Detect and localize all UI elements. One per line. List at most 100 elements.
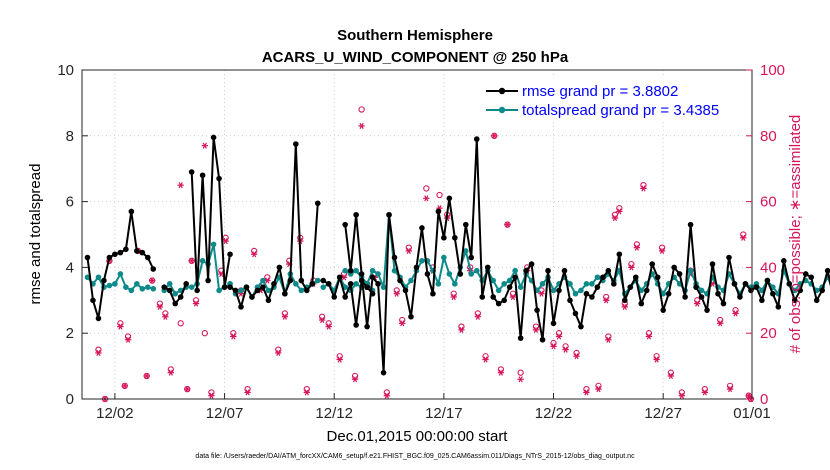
rmse-point bbox=[517, 335, 524, 341]
spread-point bbox=[473, 267, 480, 274]
obs-assimilated-marker bbox=[716, 320, 724, 327]
obs-assimilated-marker bbox=[555, 333, 563, 340]
rmse-line-segment bbox=[322, 276, 374, 326]
rmse-point bbox=[660, 307, 666, 313]
obs-assimilated-marker bbox=[595, 386, 602, 393]
spread-point bbox=[144, 284, 151, 290]
rmse-point bbox=[539, 336, 546, 343]
rmse-point bbox=[528, 261, 535, 267]
rmse-point bbox=[271, 281, 277, 287]
rmse-point bbox=[523, 267, 529, 274]
rmse-point bbox=[786, 281, 793, 287]
y-tick-label-left: 10 bbox=[57, 62, 74, 79]
rmse-series bbox=[84, 134, 830, 376]
spread-point bbox=[298, 287, 305, 294]
spread-point bbox=[506, 277, 513, 284]
rmse-point bbox=[753, 284, 760, 290]
rmse-point bbox=[238, 304, 244, 310]
obs-assimilated-marker bbox=[124, 336, 132, 343]
legend-box bbox=[480, 76, 742, 120]
spread-point bbox=[567, 281, 573, 287]
chart-title: Southern Hemisphere bbox=[337, 27, 493, 44]
rmse-point bbox=[545, 267, 551, 274]
spread-point bbox=[320, 284, 327, 290]
obs-assimilated-marker bbox=[383, 392, 391, 399]
obs-assimilated-marker bbox=[550, 343, 557, 350]
obs-assimilated-marker bbox=[491, 132, 498, 139]
spread-point bbox=[238, 287, 244, 294]
rmse-point bbox=[364, 323, 370, 330]
rmse-point bbox=[775, 304, 782, 310]
obs-assimilated-marker bbox=[726, 386, 734, 393]
rmse-point bbox=[638, 300, 645, 307]
rmse-point bbox=[95, 315, 102, 322]
obs-assimilated-marker bbox=[633, 244, 641, 251]
obs-assimilated-marker bbox=[611, 214, 619, 222]
rmse-point bbox=[473, 136, 480, 142]
x-tick-label: 12/02 bbox=[96, 405, 134, 422]
obs-assimilated-marker bbox=[667, 372, 675, 380]
obs-assimilated-marker bbox=[184, 386, 191, 393]
y-tick-label-left: 4 bbox=[66, 259, 74, 276]
rmse-point bbox=[172, 300, 179, 307]
rmse-point bbox=[709, 261, 716, 267]
spread-point bbox=[660, 290, 666, 297]
legend-spread-label: totalspread grand pr = 3.4385 bbox=[522, 102, 719, 119]
rmse-point bbox=[199, 172, 206, 179]
spread-point bbox=[128, 287, 135, 294]
spread-point bbox=[314, 277, 321, 284]
rmse-point bbox=[770, 290, 776, 297]
spread-point bbox=[446, 271, 453, 277]
rmse-point bbox=[737, 294, 743, 300]
obs-assimilated-marker bbox=[532, 326, 540, 333]
rmse-point bbox=[484, 264, 491, 271]
rmse-point bbox=[720, 300, 727, 307]
x-axis-label: Dec.01,2015 00:00:00 start bbox=[327, 428, 509, 445]
rmse-point bbox=[490, 294, 497, 300]
obs-assimilated-marker bbox=[167, 369, 175, 376]
rmse-point bbox=[462, 221, 469, 228]
y-tick-label-right: 100 bbox=[760, 62, 785, 79]
obs-assimilated-marker bbox=[693, 300, 701, 307]
rmse-point bbox=[84, 254, 91, 261]
rmse-point bbox=[468, 254, 475, 261]
rmse-point bbox=[314, 200, 321, 207]
rmse-point bbox=[117, 249, 124, 256]
rmse-point bbox=[781, 258, 787, 264]
obs-assimilated-marker bbox=[562, 346, 569, 353]
spread-point bbox=[408, 277, 414, 284]
x-tick-label: 01/01 bbox=[733, 405, 771, 422]
spread-point bbox=[468, 271, 475, 277]
x-tick-label: 12/12 bbox=[315, 405, 353, 422]
rmse-point bbox=[232, 287, 239, 294]
rmse-point bbox=[369, 274, 376, 281]
obs-assimilated-marker bbox=[616, 208, 623, 215]
obs-assimilated-marker bbox=[504, 221, 511, 228]
y-tick-label-left: 0 bbox=[66, 391, 74, 408]
rmse-point bbox=[287, 277, 294, 284]
rmse-point bbox=[693, 284, 699, 290]
spread-point bbox=[293, 281, 299, 287]
obs-assimilated-marker bbox=[192, 300, 200, 307]
spread-point bbox=[512, 267, 518, 274]
rmse-point bbox=[408, 313, 414, 320]
obs-assimilated-marker bbox=[303, 389, 310, 396]
spread-point bbox=[380, 284, 387, 290]
rmse-point bbox=[413, 264, 420, 271]
rmse-point bbox=[742, 281, 749, 287]
rmse-point bbox=[347, 281, 354, 287]
spread-point bbox=[150, 285, 157, 292]
obs-assimilated-marker bbox=[458, 326, 465, 333]
rmse-point bbox=[726, 254, 732, 261]
spread-point bbox=[539, 281, 546, 287]
obs-assimilated-marker bbox=[450, 293, 457, 301]
obs-assimilated-marker bbox=[405, 247, 412, 255]
obs-assimilated-marker bbox=[336, 356, 343, 363]
spread-point bbox=[419, 258, 425, 264]
obs-assimilated-marker bbox=[621, 303, 628, 310]
rmse-point bbox=[759, 297, 765, 304]
data-file-footnote: data file: /Users/raeder/DAI/ATM_forcXX/… bbox=[195, 453, 635, 460]
rmse-point bbox=[177, 294, 184, 300]
chart-subtitle: ACARS_U_WIND_COMPONENT @ 250 hPa bbox=[262, 49, 569, 66]
